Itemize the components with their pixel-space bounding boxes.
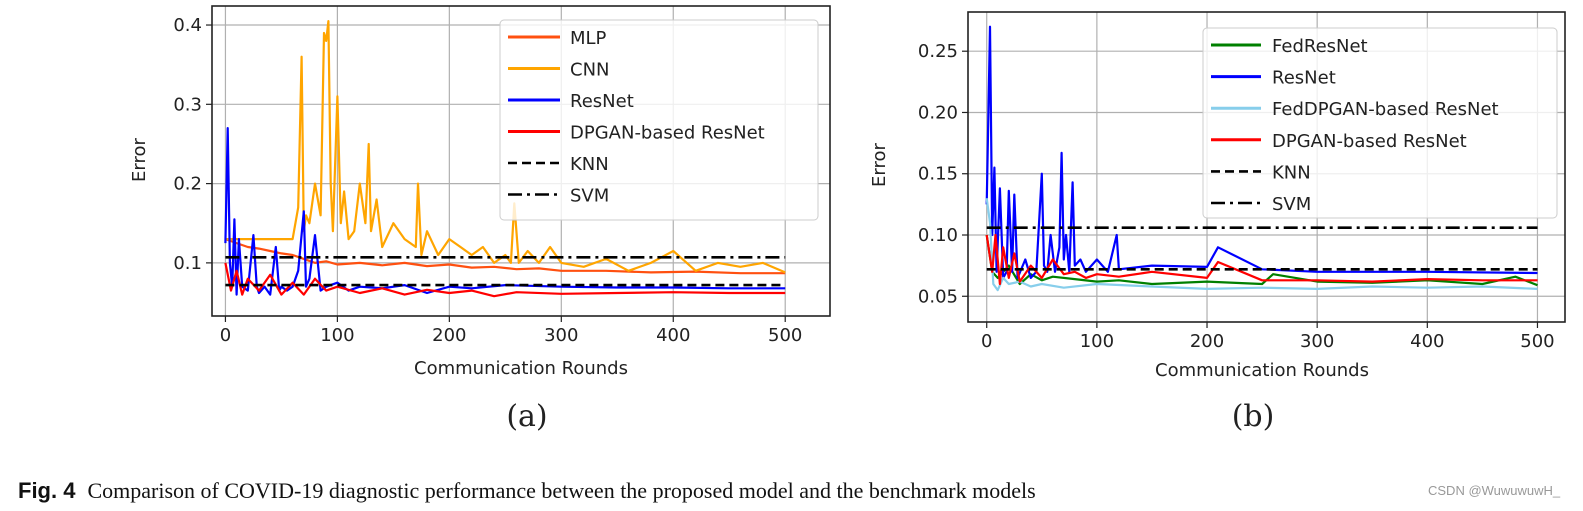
y-tick-label: 0.25 (918, 41, 958, 62)
y-tick-label: 0.10 (918, 225, 958, 246)
series-line-dpgan-based-resnet (224, 262, 786, 298)
series-line-dpgan-based-resnet (985, 233, 1538, 286)
legend: FedResNet ResNet FedDPGAN-based ResNet DPGA… (1202, 27, 1558, 219)
x-tick-label: 500 (768, 325, 802, 346)
x-tick-label: 200 (432, 325, 466, 346)
series-line-cnn (225, 20, 786, 274)
y-axis-label: Error (869, 142, 890, 186)
legend-box (1202, 27, 1558, 219)
x-tick-label: 500 (1520, 331, 1554, 352)
x-tick-label: 0 (220, 325, 231, 346)
x-tick-label: 400 (656, 325, 690, 346)
caption-label: Fig. 4 (18, 478, 76, 503)
x-tick-label: 200 (1190, 331, 1224, 352)
x-tick-label: 100 (1080, 331, 1114, 352)
subfigure-label: (b) (1232, 399, 1275, 434)
y-tick-label: 0.05 (918, 286, 958, 307)
y-tick-label: 0.3 (173, 94, 202, 115)
axes-frame (967, 11, 1566, 323)
caption-text: Comparison of COVID-19 diagnostic perfor… (87, 478, 1036, 503)
series-line-feddpgan-based-resnet (985, 198, 1538, 292)
legend-box (499, 19, 819, 221)
legend-label: DPGAN-based ResNet (1272, 131, 1467, 152)
legend-label: ResNet (570, 91, 634, 112)
legend-label: ResNet (1272, 68, 1336, 89)
x-tick-label: 0 (981, 331, 992, 352)
chart-b: 0 100 200 300 400 500 0.05 0.10 0.15 0.20 0.25 FedR… (869, 11, 1566, 434)
y-tick-label: 0.2 (173, 174, 202, 195)
legend-label: CNN (570, 60, 610, 81)
y-tick-label: 0.4 (173, 15, 202, 36)
subfigure-label: (a) (506, 399, 547, 434)
legend-label: FedResNet (1272, 36, 1368, 57)
x-axis-label: Communication Rounds (1155, 360, 1369, 381)
x-tick-label: 100 (320, 325, 354, 346)
legend-label: SVM (1272, 194, 1311, 215)
x-tick-label: 300 (1300, 331, 1334, 352)
y-tick-label: 0.1 (173, 253, 202, 274)
legend-label: KNN (1272, 162, 1311, 183)
legend-label: KNN (570, 154, 609, 175)
legend-label: DPGAN-based ResNet (570, 123, 765, 144)
chart-a: 0 100 200 300 400 500 0.1 0.2 0.3 0.4 MLP CNN ResNet… (129, 5, 831, 434)
legend-label: FedDPGAN-based ResNet (1272, 99, 1499, 120)
x-tick-label: 300 (544, 325, 578, 346)
y-axis-label: Error (129, 137, 150, 181)
y-tick-label: 0.15 (918, 164, 958, 185)
legend: MLP CNN ResNet DPGAN-based ResNet KNN SVM (499, 19, 819, 221)
series-line-resnet (224, 127, 786, 296)
series-line-resnet (985, 25, 1538, 279)
legend-label: MLP (570, 28, 607, 49)
axes-frame (211, 5, 831, 317)
y-tick-label: 0.20 (918, 102, 958, 123)
series-line-mlp (225, 238, 786, 275)
figure-caption: Fig. 4 Comparison of COVID-19 diagnostic … (18, 478, 1036, 504)
x-tick-label: 400 (1410, 331, 1444, 352)
watermark: CSDN @WuwuwuwH_ (1428, 483, 1561, 498)
x-axis-label: Communication Rounds (414, 358, 628, 379)
legend-label: SVM (570, 186, 609, 207)
